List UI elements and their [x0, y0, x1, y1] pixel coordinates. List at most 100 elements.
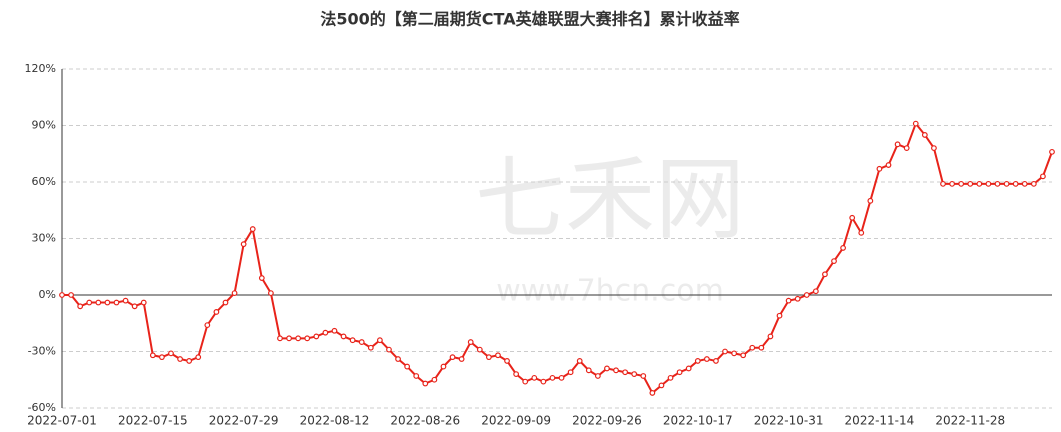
point — [485, 354, 492, 361]
point — [803, 292, 810, 298]
point — [313, 333, 320, 340]
point — [994, 180, 1001, 187]
point — [604, 365, 610, 372]
point — [504, 358, 510, 364]
point — [140, 299, 147, 306]
point — [931, 145, 937, 152]
point — [522, 378, 529, 385]
point — [349, 337, 356, 344]
point — [431, 376, 438, 383]
point — [204, 322, 211, 329]
point — [722, 348, 728, 355]
point — [131, 303, 138, 310]
point — [122, 297, 129, 304]
point — [840, 245, 847, 251]
point — [495, 352, 501, 359]
point — [622, 369, 629, 376]
point — [794, 295, 801, 302]
point — [213, 309, 220, 315]
point — [422, 380, 429, 387]
point — [949, 180, 955, 187]
point — [703, 356, 710, 362]
point — [1040, 173, 1046, 180]
point — [658, 382, 665, 389]
point — [386, 346, 392, 353]
point — [685, 365, 692, 372]
point — [149, 352, 156, 359]
point — [159, 354, 165, 361]
y-tick-label: 0% — [39, 288, 56, 301]
point — [631, 371, 638, 378]
point — [1012, 180, 1019, 187]
point — [358, 339, 365, 345]
point — [86, 299, 93, 306]
point — [177, 356, 183, 362]
point — [967, 180, 974, 187]
point — [594, 373, 601, 379]
point — [240, 241, 247, 248]
point — [867, 197, 874, 204]
point — [113, 299, 120, 306]
x-tick-label: 2022-08-12 — [300, 414, 370, 428]
point — [440, 363, 447, 370]
x-tick-label: 2022-07-29 — [209, 414, 279, 428]
point — [822, 271, 828, 278]
point — [395, 356, 401, 362]
point — [95, 299, 102, 306]
point — [731, 350, 738, 357]
x-tick-label: 2022-10-31 — [754, 414, 824, 428]
point — [585, 367, 592, 374]
point — [767, 333, 774, 340]
point — [749, 344, 756, 351]
x-tick-label: 2022-09-09 — [481, 414, 551, 428]
point — [449, 354, 456, 361]
x-tick-label: 2022-11-28 — [935, 414, 1005, 428]
point — [322, 329, 329, 336]
point — [367, 344, 374, 351]
x-tick-label: 2022-07-15 — [118, 414, 188, 428]
point — [940, 180, 946, 187]
point — [295, 335, 302, 342]
point — [1030, 180, 1037, 187]
point — [849, 214, 856, 221]
point — [195, 354, 202, 361]
point — [921, 132, 928, 138]
point — [404, 363, 411, 370]
y-tick-label: 60% — [32, 175, 56, 188]
point — [567, 369, 574, 376]
point — [985, 180, 992, 187]
watermark: 七禾网 — [475, 147, 745, 252]
x-tick-label: 2022-08-26 — [390, 414, 460, 428]
point — [694, 358, 701, 364]
y-tick-label: -30% — [28, 345, 56, 358]
point — [758, 344, 765, 351]
point — [976, 180, 983, 187]
point — [413, 373, 420, 379]
x-tick-label: 2022-07-01 — [27, 414, 97, 428]
point — [831, 258, 837, 265]
x-tick-label: 2022-10-17 — [663, 414, 733, 428]
point — [231, 290, 238, 297]
point — [59, 292, 65, 298]
point — [858, 229, 865, 236]
point — [812, 288, 819, 295]
point — [458, 356, 465, 362]
point — [186, 358, 193, 364]
point — [540, 378, 547, 385]
point — [476, 346, 483, 353]
point — [640, 373, 647, 379]
point — [1003, 180, 1010, 187]
point — [258, 275, 265, 281]
point — [222, 299, 229, 306]
point — [304, 335, 311, 342]
point — [558, 374, 565, 381]
point — [277, 335, 283, 342]
point — [68, 292, 74, 298]
point — [1049, 148, 1055, 155]
y-tick-label: -60% — [28, 401, 56, 414]
watermark: www.7hcn.com — [496, 274, 724, 309]
point — [740, 352, 747, 359]
point — [104, 299, 111, 306]
point — [885, 162, 892, 168]
